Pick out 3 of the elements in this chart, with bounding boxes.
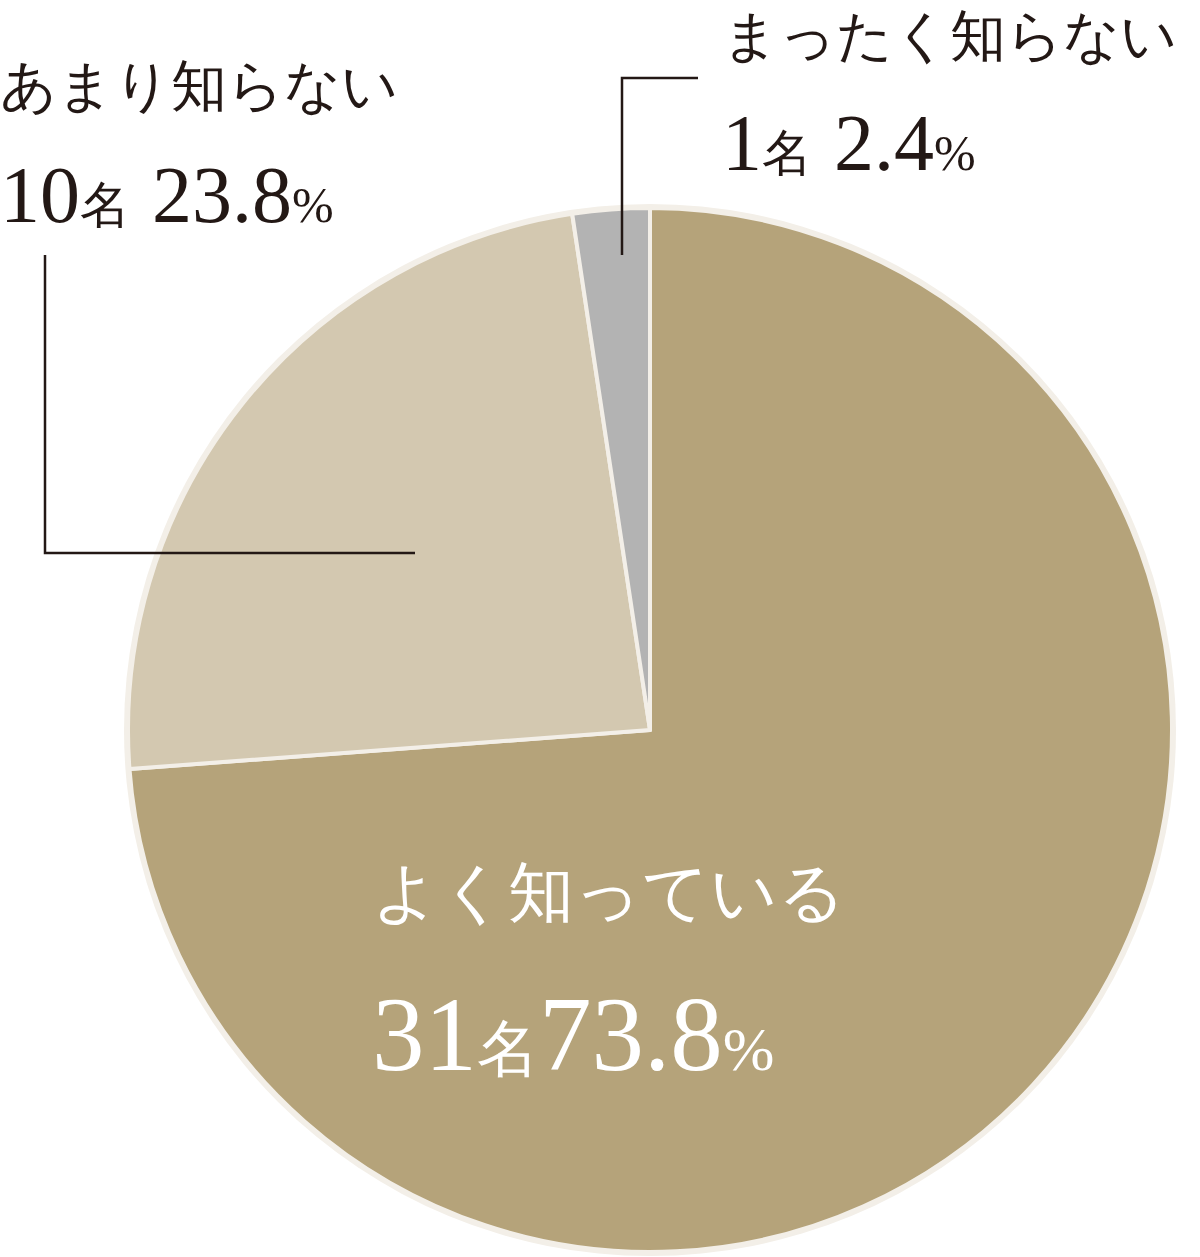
slice-label: まったく知らない (722, 5, 1177, 67)
slice-label: よく知っている (372, 856, 846, 929)
slice-label: あまり知らない (0, 55, 398, 117)
